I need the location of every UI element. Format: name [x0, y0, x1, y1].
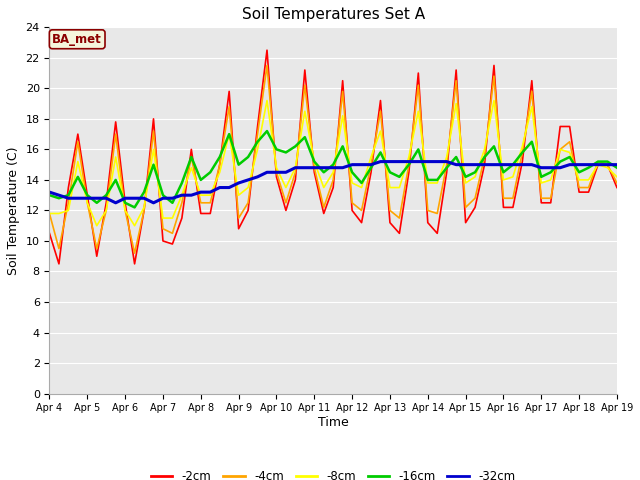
X-axis label: Time: Time — [318, 416, 349, 429]
Title: Soil Temperatures Set A: Soil Temperatures Set A — [242, 7, 425, 22]
Y-axis label: Soil Temperature (C): Soil Temperature (C) — [7, 146, 20, 275]
Text: BA_met: BA_met — [52, 33, 102, 46]
Legend: -2cm, -4cm, -8cm, -16cm, -32cm: -2cm, -4cm, -8cm, -16cm, -32cm — [147, 466, 520, 480]
